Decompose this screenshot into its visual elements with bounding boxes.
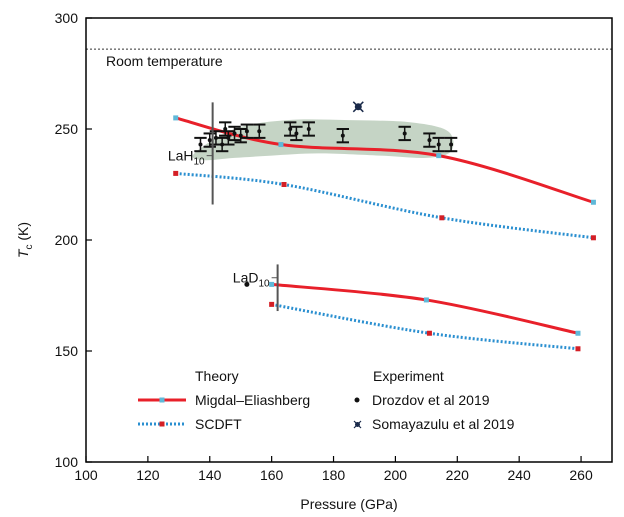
series-point-0-3: [590, 199, 596, 205]
series-point-0-1: [278, 142, 284, 148]
experiment-point-11: [290, 125, 303, 142]
series-point-0-0: [173, 115, 179, 121]
experiment-point-5: [222, 130, 235, 146]
y-axis-title-unit: (K): [15, 222, 31, 245]
series-point-3-0: [269, 301, 275, 307]
series-point-2-1: [423, 297, 429, 303]
x-tick-label-0: 100: [74, 467, 98, 483]
room-temperature-label: Room temperature: [106, 53, 223, 69]
y-tick-label-3: 250: [55, 121, 79, 137]
series-point-3-1: [426, 330, 432, 336]
x-axis-title: Pressure (GPa): [300, 496, 397, 512]
y-axis-title-main: T: [15, 248, 31, 258]
experiment-layer: [194, 101, 458, 287]
axes-layer: [85, 17, 613, 463]
legend-label-experiment-0: Drozdov et al 2019: [372, 392, 490, 408]
y-tick-label-1: 150: [55, 343, 79, 359]
legend-label-theory-0: Migdal–Eliashberg: [195, 392, 310, 408]
legend-item-theory-0: Migdal–Eliashberg: [138, 392, 310, 408]
series-line-2: [271, 282, 579, 335]
series-point-2-0: [269, 281, 275, 287]
legend: Theory Experiment Migdal–Eliashberg SCDFT…: [138, 368, 515, 432]
experiment-point-15: [423, 132, 436, 148]
series-point-1-1: [281, 182, 287, 187]
series-point-1-0: [173, 170, 179, 176]
experiment-point-0: [194, 136, 207, 153]
x-tick-label-1: 120: [136, 467, 160, 483]
x-tick-label-4: 180: [322, 467, 346, 483]
experiment-point-9: [253, 123, 266, 139]
room-temperature-layer: Room temperature: [86, 48, 612, 69]
x-tick-label-3: 160: [260, 467, 284, 483]
experiment-point-10: [284, 121, 297, 137]
experiment-point-8: [240, 123, 254, 139]
group-label-1: LaD10: [233, 270, 270, 290]
legend-items: Migdal–Eliashberg SCDFT Drozdov et al 2019…: [138, 392, 515, 432]
experiment-point-7: [234, 128, 247, 144]
legend-label-experiment-1: Somayazulu et al 2019: [372, 416, 515, 432]
lad10-experiment-point: [244, 281, 250, 287]
somayazulu-point: [352, 101, 364, 113]
legend-item-theory-1: SCDFT: [138, 416, 242, 432]
experiment-point-16: [432, 136, 445, 153]
experiment-point-17: [444, 136, 458, 153]
y-tick-label-2: 200: [55, 232, 79, 248]
x-tick-label-5: 200: [384, 467, 408, 483]
legend-experiment-heading: Experiment: [373, 368, 444, 384]
x-tick-label-8: 260: [569, 467, 593, 483]
y-tick-label-0: 100: [55, 454, 79, 470]
series-point-0-2: [436, 153, 442, 159]
legend-item-experiment-1: Somayazulu et al 2019: [353, 416, 515, 432]
experiment-point-12: [302, 121, 315, 137]
series-point-2-2: [575, 330, 581, 336]
x-tick-label-2: 140: [198, 467, 222, 483]
x-tick-label-6: 220: [446, 467, 470, 483]
group-label-layer: LaH10 LaD10: [168, 102, 279, 312]
series-line-3: [271, 302, 579, 351]
series-point-1-2: [439, 215, 445, 221]
plot-frame: [85, 17, 613, 463]
legend-theory-heading: Theory: [195, 368, 239, 384]
legend-item-experiment-0: Drozdov et al 2019: [354, 392, 490, 408]
experiment-point-4: [219, 121, 232, 137]
legend-label-theory-1: SCDFT: [195, 416, 242, 432]
group-label-0: LaH10: [168, 148, 205, 168]
series-line-1: [175, 171, 594, 240]
experiment-point-13: [336, 128, 349, 144]
y-axis-title-sub: c: [24, 245, 35, 250]
experiment-point-14: [398, 125, 411, 142]
y-tick-label-4: 300: [55, 10, 79, 26]
ticks-layer: 100 120 140 160 180 200 220 240 260 100 150 200 250 3…: [55, 10, 593, 483]
y-axis-title: Tc (K): [15, 222, 35, 258]
x-tick-label-7: 240: [507, 467, 531, 483]
series-point-1-3: [590, 235, 596, 241]
series-point-3-2: [575, 346, 581, 352]
